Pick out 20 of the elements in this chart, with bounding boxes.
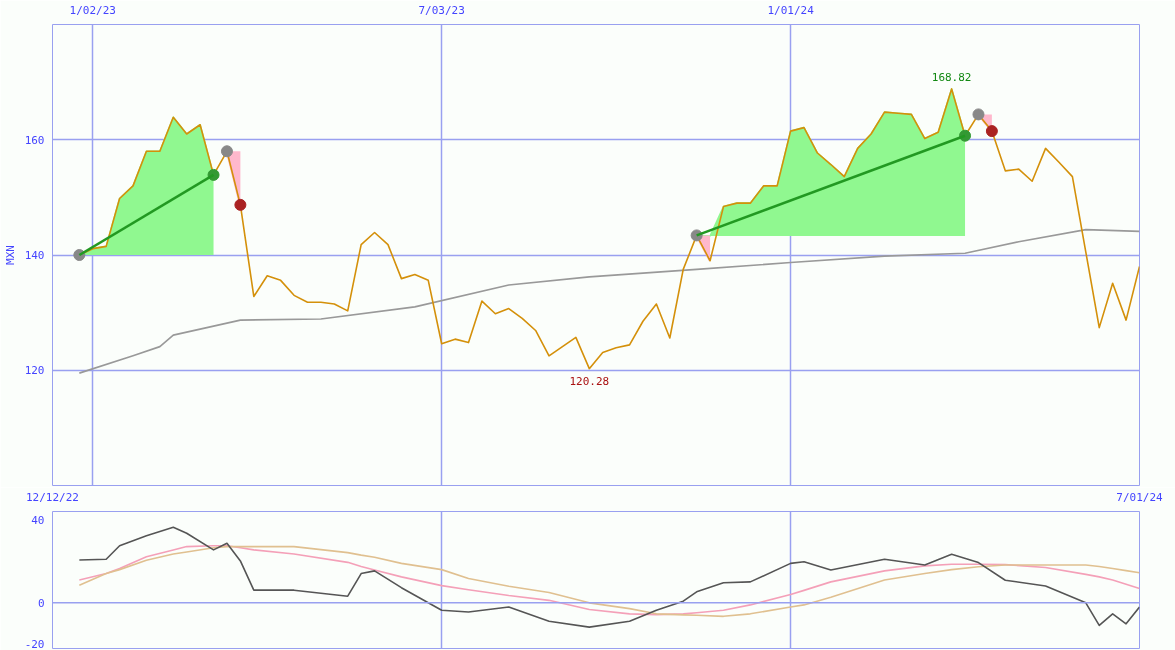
annotation: 168.82 [931, 70, 972, 84]
y-axis-title: MXN [3, 245, 17, 265]
y-tick-label: 140 [24, 249, 45, 262]
x-tick-label: 7/03/23 [418, 3, 465, 17]
y-tick-label: 160 [24, 133, 45, 147]
line-series [78, 526, 1140, 628]
y-tick-label: 40 [31, 513, 45, 527]
point [220, 145, 233, 158]
point [985, 125, 998, 138]
y-tick-label: 120 [24, 364, 45, 378]
y-tick-label: 0 [37, 596, 45, 610]
x-tick-label: 1/01/24 [767, 3, 815, 17]
x-tick-label: 1/02/23 [69, 3, 116, 17]
point [234, 198, 247, 211]
y-tick-label: -20 [24, 638, 45, 650]
x-tick-label: 7/01/24 [1116, 490, 1164, 504]
point [972, 108, 985, 121]
x-tick-label: 12/12/22 [26, 490, 79, 504]
annotation: 120.28 [569, 374, 610, 388]
line-series [78, 228, 1140, 374]
